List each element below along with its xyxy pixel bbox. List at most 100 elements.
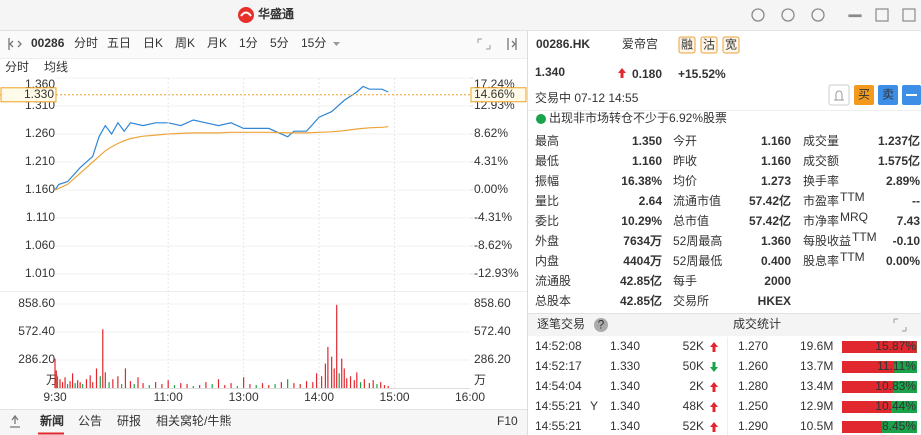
buy-button[interactable] [854,85,874,105]
period-tab[interactable]: 月K [207,36,227,50]
x-tick-label: 14:00 [304,390,334,404]
y2-tick-label: -8.62% [474,238,512,252]
volume-bar [376,384,378,388]
sell-button-text[interactable]: 卖 [882,88,894,102]
volume-bar [363,379,365,388]
x-tick-label: 9:30 [43,390,67,404]
stat-label: 52周最高 [673,233,722,248]
legend-tab[interactable]: 均线 [44,60,68,74]
volume-bar [359,382,362,388]
period-tab[interactable]: 5分 [270,36,289,50]
volume-bar [104,372,106,388]
y2-tick-label: 4.31% [474,154,508,168]
period-tab[interactable]: 分时 [74,36,98,50]
trade-volume: 52K [683,339,704,353]
period-tab[interactable]: 五日 [107,36,131,50]
stat-label: 量比 [535,194,559,208]
stat-label: 流通市值 [673,193,721,208]
y2-tick-label: 572.40 [474,324,511,338]
volume-bar [85,379,88,388]
bottom-tab[interactable]: 新闻 [40,413,64,428]
volume-bar [129,381,132,388]
legend-tab[interactable]: 分时 [5,60,29,74]
bottom-tab[interactable]: 研报 [117,413,141,428]
volume-bar [82,384,84,388]
x-tick-label: 11:00 [154,390,183,404]
volume-bar [167,380,169,388]
volume-bar [305,381,308,388]
window-button[interactable] [875,8,889,22]
stat-value: -- [912,194,920,208]
volume-bar [64,377,66,388]
collapse-right-icon[interactable] [507,38,517,50]
y2-tick-label: 286.20 [474,352,511,366]
volume-bar [117,376,119,388]
volume-bar [287,379,289,388]
volume-bar [199,385,201,388]
window-button[interactable] [902,8,916,22]
bottom-tab[interactable]: 公告 [78,414,102,428]
trade-volume: 52K [683,419,704,433]
toolbar-icon[interactable] [781,8,795,22]
stat-label: 今开 [673,133,697,148]
stat-value: 2000 [764,274,791,288]
volume-bar [74,383,76,388]
period-tab[interactable]: 15分 [301,36,326,50]
period-tab[interactable]: 周K [175,36,195,50]
stat-value: 1.160 [632,154,662,168]
period-tab[interactable]: 日K [143,36,163,50]
stat-label: 最高 [535,133,559,148]
fullscreen-icon[interactable] [477,38,491,50]
stat-bar [842,381,893,393]
bottom-icon[interactable] [10,414,20,428]
badge [678,36,696,54]
logo-icon-mark [240,11,252,17]
volume-bar [205,382,207,388]
collapse-icon[interactable] [8,38,22,50]
dropdown-arrow[interactable] [333,42,340,46]
volume-bar [327,346,329,388]
volume-bar [274,384,276,388]
volume-bar [249,384,251,388]
window-button[interactable] [848,14,862,18]
stat-value: HKEX [758,294,791,308]
stat-label: 换手率 [803,173,839,188]
alert-button[interactable] [828,84,850,106]
trade-time: 14:55:21 [535,419,582,433]
stat-label-sup: MRQ [840,210,868,224]
stat-label: 委比 [535,214,559,228]
bottom-tab[interactable]: 相关窝轮/牛熊 [156,413,231,428]
volume-bar [312,382,314,388]
y-tick-label: 1.210 [25,154,55,168]
section-header [528,314,921,336]
period-tab[interactable]: 1分 [239,36,258,50]
stat-value: 2.89% [886,174,920,188]
stat-label: 股息率 [803,253,839,268]
trade-direction [710,362,718,372]
volume-bar [137,377,139,388]
buy-button-text[interactable]: 买 [858,88,870,102]
stat-value: 1.160 [761,154,791,168]
sell-button[interactable] [878,85,898,105]
volume-bar [66,384,69,388]
volume-bar [102,329,104,388]
price-change: 0.180 [632,67,662,81]
expand-icon[interactable] [893,318,907,332]
stat-value: 7634万 [623,234,662,248]
stat-label: 流通股 [535,274,571,288]
stat-label-sup: TTM [840,250,865,264]
toolbar-icon[interactable] [811,8,825,22]
bottom-tab[interactable]: F10 [497,414,518,428]
volume-bar [255,385,257,388]
stat-label: 均价 [673,174,697,188]
help-icon[interactable] [594,318,608,332]
volume-bar [324,363,326,388]
stat-value: -0.10 [893,234,921,248]
stat-label: 交易所 [673,293,709,308]
stat-volume: 13.7M [800,359,833,373]
toolbar-icon[interactable] [751,8,765,22]
y-tick-label: 1.260 [25,126,55,140]
stat-label: 最低 [535,154,559,168]
volume-bar [353,380,355,388]
